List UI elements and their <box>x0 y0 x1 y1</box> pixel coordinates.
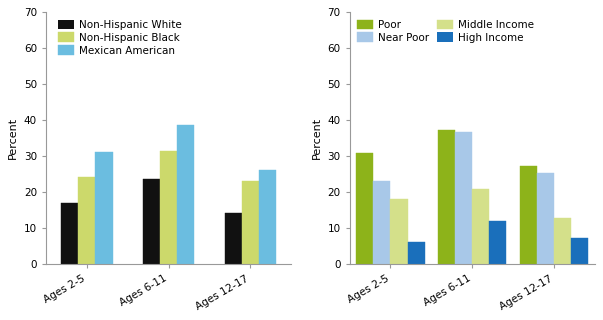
Bar <box>455 132 472 264</box>
Bar <box>489 221 507 264</box>
Bar <box>520 166 537 264</box>
Bar <box>554 218 571 264</box>
Bar <box>408 242 425 264</box>
Bar <box>95 152 113 264</box>
Bar <box>537 173 554 264</box>
Bar <box>472 189 489 264</box>
Legend: Poor, Near Poor, Middle Income, High Income: Poor, Near Poor, Middle Income, High Inc… <box>355 18 536 45</box>
Bar <box>61 203 78 264</box>
Bar <box>177 125 194 264</box>
Bar <box>391 199 408 264</box>
Bar <box>438 130 455 264</box>
Y-axis label: Percent: Percent <box>8 117 18 159</box>
Bar <box>242 181 259 264</box>
Bar <box>143 179 160 264</box>
Bar <box>259 170 276 264</box>
Legend: Non-Hispanic White, Non-Hispanic Black, Mexican American: Non-Hispanic White, Non-Hispanic Black, … <box>56 18 184 58</box>
Bar <box>373 181 391 264</box>
Y-axis label: Percent: Percent <box>312 117 322 159</box>
Bar <box>160 151 177 264</box>
Bar <box>224 213 242 264</box>
Bar <box>78 177 95 264</box>
Bar <box>571 238 588 264</box>
Bar <box>356 154 373 264</box>
